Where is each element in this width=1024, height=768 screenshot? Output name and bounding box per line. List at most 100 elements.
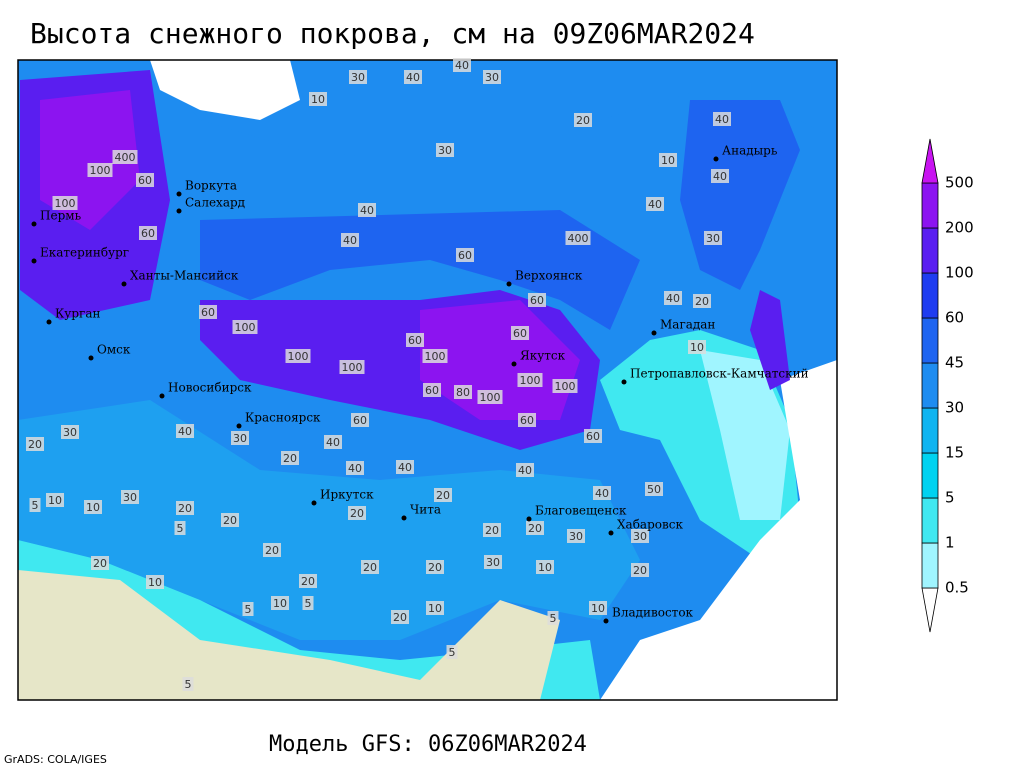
contour-label-box	[176, 501, 194, 515]
contour-label-box	[112, 150, 138, 164]
contour-label-box	[285, 349, 311, 363]
city-dot	[159, 393, 165, 399]
contour-label: 10	[690, 341, 704, 354]
contour-label-box	[631, 529, 649, 543]
contour-label-box	[704, 231, 722, 245]
contour-label: 100	[425, 350, 446, 363]
contour-label-box	[231, 431, 249, 445]
colorbar-segment	[921, 497, 939, 544]
contour-label-box	[263, 543, 281, 557]
contour-label: 10	[273, 597, 287, 610]
contour-label: 5	[177, 522, 184, 535]
contour-label: 10	[48, 494, 62, 507]
contour-label-box	[426, 560, 444, 574]
colorbar-segment	[921, 452, 939, 499]
contour-label: 20	[301, 575, 315, 588]
contour-label: 400	[115, 151, 136, 164]
contour-label-box	[584, 429, 602, 443]
city-dot	[176, 208, 182, 214]
colorbar-label: 30	[945, 399, 964, 417]
contour-label: 30	[123, 491, 137, 504]
contour-label-box	[61, 425, 79, 439]
contour-label-box	[631, 563, 649, 577]
contour-label-box	[552, 379, 578, 393]
contour-label: 40	[648, 198, 662, 211]
contour-label: 30	[233, 432, 247, 445]
contour-label-box	[309, 92, 327, 106]
colorbar-top	[921, 138, 939, 184]
colorbar-segment	[921, 542, 939, 589]
contour-label-box	[526, 521, 544, 535]
footer: Модель GFS: 06Z06MAR2024	[269, 732, 587, 757]
contour-label-box	[406, 333, 424, 347]
city-name: Ханты-Мансийск	[130, 269, 239, 283]
contour-label-box	[423, 383, 441, 397]
contour-label: 40	[178, 425, 192, 438]
contour-label-box	[454, 385, 472, 399]
contour-label: 60	[353, 414, 367, 427]
contour-label: 20	[93, 557, 107, 570]
contour-label-box	[693, 294, 711, 308]
contour-label: 40	[406, 71, 420, 84]
contour-label-box	[339, 360, 365, 374]
city-name: Пермь	[40, 209, 82, 223]
contour-label-box	[426, 601, 444, 615]
city-dot	[621, 379, 627, 385]
contour-label: 40	[326, 436, 340, 449]
contour-label: 20	[283, 452, 297, 465]
contour-label-box	[271, 596, 289, 610]
contour-label-box	[396, 460, 414, 474]
contour-label: 10	[86, 501, 100, 514]
contour-label: 60	[530, 294, 544, 307]
contour-label: 40	[360, 204, 374, 217]
colorbar-segment	[921, 317, 939, 364]
contour-label-box	[646, 197, 664, 211]
contour-label: 20	[576, 114, 590, 127]
city-name: Верхоянск	[515, 269, 583, 283]
contour-label-box	[361, 560, 379, 574]
contour-label: 5	[185, 678, 192, 691]
contour-label: 20	[695, 295, 709, 308]
contour-label: 10	[148, 576, 162, 589]
contour-label-box	[547, 611, 559, 625]
contour-label-box	[511, 326, 529, 340]
contour-label-box	[711, 169, 729, 183]
contour-label-box	[574, 113, 592, 127]
contour-label-box	[221, 513, 239, 527]
contour-label: 40	[713, 170, 727, 183]
contour-label-box	[713, 112, 731, 126]
city-dot	[526, 516, 532, 522]
contour-label-box	[299, 574, 317, 588]
contour-label: 30	[351, 71, 365, 84]
city-name: Екатеринбург	[40, 246, 129, 260]
colorbar-segment	[921, 227, 939, 274]
contour-label-box	[483, 70, 501, 84]
contour-label: 5	[550, 612, 557, 625]
contour-label: 40	[455, 59, 469, 72]
contour-label: 30	[438, 144, 452, 157]
contour-label-box	[516, 463, 534, 477]
contour-label: 100	[480, 391, 501, 404]
colorbar-label: 200	[945, 219, 974, 237]
contour-label: 20	[265, 544, 279, 557]
contour-label-box	[453, 58, 471, 72]
contour-label: 40	[666, 292, 680, 305]
contour-label-box	[518, 413, 536, 427]
city-dot	[651, 330, 657, 336]
contour-label-box	[174, 521, 186, 535]
contour-label: 40	[715, 113, 729, 126]
city-name: Иркутск	[320, 488, 374, 502]
contour-label: 20	[350, 507, 364, 520]
colorbar-label: 60	[945, 309, 964, 327]
contour-label-box	[351, 413, 369, 427]
contour-label: 5	[32, 499, 39, 512]
contour-label: 20	[528, 522, 542, 535]
contour-label: 10	[311, 93, 325, 106]
contour-label: 5	[305, 597, 312, 610]
contour-label-box	[232, 320, 258, 334]
contour-label: 30	[485, 71, 499, 84]
contour-label-box	[434, 488, 452, 502]
colorbar-label: 0.5	[945, 579, 969, 597]
contour-label-box	[136, 173, 154, 187]
contour-label-box	[26, 437, 44, 451]
